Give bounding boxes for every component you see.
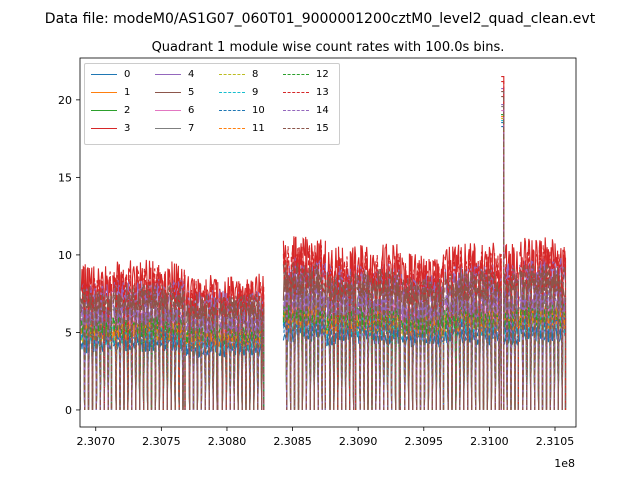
chart-legend: 0 1 2 3 4 5 6 7 8 9 10 11 12 13 14 15 (84, 63, 340, 145)
legend-entry: 7 (155, 122, 215, 136)
legend-entry: 5 (155, 86, 215, 100)
x-tick-label: 2.3105 (536, 435, 575, 448)
y-tick-label: 0 (65, 404, 72, 417)
figure-suptitle: Data file: modeM0/AS1G07_060T01_90000012… (45, 11, 596, 27)
legend-label: 12 (316, 69, 329, 80)
y-tick-label: 15 (58, 171, 72, 184)
legend-label: 14 (316, 105, 329, 116)
y-tick-label: 10 (58, 249, 72, 262)
legend-entry: 10 (219, 104, 279, 118)
axes-layer: 2.3070 2.3075 2.3080 2.3085 2.3090 2.3095 2.31… (58, 94, 574, 448)
legend-entry: 2 (91, 104, 151, 118)
legend-entry: 15 (283, 122, 343, 136)
legend-swatch (155, 128, 181, 129)
legend-entry: 3 (91, 122, 151, 136)
legend-label: 15 (316, 123, 329, 134)
y-tick-label: 5 (65, 326, 72, 339)
legend-label: 11 (252, 123, 265, 134)
legend-swatch (283, 128, 309, 129)
legend-label: 13 (316, 87, 329, 98)
legend-label: 6 (188, 105, 195, 116)
legend-swatch (219, 128, 245, 129)
legend-swatch (219, 74, 245, 75)
legend-swatch (283, 110, 309, 111)
legend-swatch (155, 74, 181, 75)
series-line-15 (80, 91, 567, 410)
legend-entry: 14 (283, 104, 343, 118)
x-tick-label: 2.3070 (76, 435, 115, 448)
legend-label: 10 (252, 105, 265, 116)
legend-swatch (91, 128, 117, 129)
plot-frame (79, 57, 577, 428)
legend-label: 8 (252, 69, 259, 80)
legend-entry: 13 (283, 86, 343, 100)
x-tick-label: 2.3090 (339, 435, 378, 448)
legend-entry: 4 (155, 68, 215, 82)
chart-title: Quadrant 1 module wise count rates with … (152, 40, 505, 55)
legend-swatch (283, 92, 309, 93)
legend-swatch (219, 92, 245, 93)
x-tick-label: 2.3085 (273, 435, 312, 448)
legend-entry: 9 (219, 86, 279, 100)
legend-label: 3 (124, 123, 131, 134)
legend-label: 2 (124, 105, 131, 116)
legend-label: 5 (188, 87, 195, 98)
legend-swatch (91, 110, 117, 111)
legend-swatch (155, 92, 181, 93)
legend-swatch (283, 74, 309, 75)
legend-entry: 1 (91, 86, 151, 100)
series-layer (80, 76, 567, 410)
legend-label: 9 (252, 87, 259, 98)
legend-swatch (155, 110, 181, 111)
legend-swatch (91, 74, 117, 75)
x-tick-label: 2.3095 (405, 435, 444, 448)
legend-swatch (91, 92, 117, 93)
legend-label: 0 (124, 69, 131, 80)
legend-entry: 0 (91, 68, 151, 82)
legend-entry: 8 (219, 68, 279, 82)
legend-swatch (219, 110, 245, 111)
x-offset-label: 1e8 (554, 457, 575, 470)
legend-label: 4 (188, 69, 195, 80)
legend-label: 1 (124, 87, 131, 98)
x-tick-label: 2.3100 (470, 435, 509, 448)
x-tick-label: 2.3075 (142, 435, 181, 448)
legend-entry: 6 (155, 104, 215, 118)
y-tick-label: 20 (58, 94, 72, 107)
legend-entry: 12 (283, 68, 343, 82)
legend-entry: 11 (219, 122, 279, 136)
legend-label: 7 (188, 123, 195, 134)
x-tick-label: 2.3080 (208, 435, 247, 448)
